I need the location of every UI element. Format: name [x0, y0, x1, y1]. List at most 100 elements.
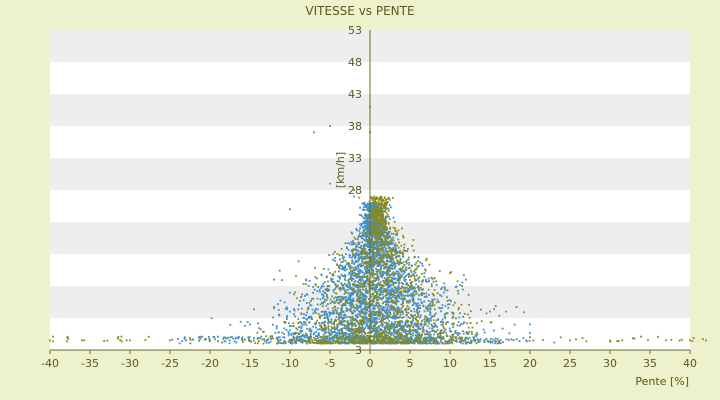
data-point [386, 259, 389, 262]
data-point [392, 247, 395, 249]
data-point [322, 290, 324, 293]
data-point [489, 338, 492, 340]
data-point [367, 339, 370, 342]
data-point [336, 324, 339, 327]
data-point [386, 326, 389, 328]
data-point [399, 260, 402, 263]
data-point [275, 325, 278, 328]
data-point [342, 324, 345, 326]
data-point [384, 201, 386, 204]
data-point [402, 326, 405, 329]
data-point [313, 342, 316, 344]
data-point [381, 325, 384, 328]
data-point [370, 295, 372, 298]
data-point [370, 243, 373, 245]
data-point [357, 330, 360, 332]
data-point [399, 267, 402, 270]
data-point [303, 316, 306, 319]
data-point [426, 325, 429, 328]
data-point [365, 290, 368, 293]
data-point [366, 235, 369, 237]
data-point [350, 266, 352, 269]
data-point [487, 340, 490, 343]
data-point [427, 339, 430, 342]
data-point [362, 316, 365, 319]
data-point [383, 231, 386, 234]
data-point [398, 279, 401, 281]
data-point [362, 295, 364, 298]
data-point [381, 272, 384, 274]
data-point [443, 291, 445, 294]
data-point [391, 250, 394, 252]
data-point [374, 341, 377, 344]
data-point [475, 335, 478, 338]
data-point [380, 208, 383, 211]
data-point [350, 274, 352, 277]
data-point [375, 323, 377, 325]
data-point [298, 336, 301, 338]
data-point [433, 294, 435, 297]
data-point [315, 342, 318, 344]
data-point [380, 201, 383, 204]
data-point [351, 341, 353, 343]
data-point [294, 333, 296, 335]
data-point [377, 296, 379, 299]
data-point [366, 203, 369, 206]
data-point [326, 293, 328, 296]
data-point [388, 341, 391, 344]
data-point [355, 275, 357, 278]
data-point [371, 256, 374, 258]
data-point [367, 229, 369, 232]
data-point [361, 321, 363, 324]
data-point [380, 220, 383, 222]
data-point [305, 314, 307, 316]
data-point [328, 311, 330, 314]
data-point [297, 318, 300, 320]
data-point [284, 321, 287, 323]
data-point [420, 293, 423, 295]
data-point [334, 328, 336, 331]
data-point [413, 290, 416, 292]
data-point [475, 342, 478, 345]
data-point [367, 270, 370, 273]
data-point [364, 272, 366, 275]
data-point [363, 268, 366, 270]
data-point [373, 200, 376, 203]
data-point [351, 260, 354, 262]
data-point [372, 324, 375, 327]
data-point [375, 258, 378, 261]
data-point [356, 281, 359, 284]
data-point [418, 276, 421, 279]
data-point [395, 315, 398, 318]
data-point [374, 215, 376, 217]
data-point [358, 235, 361, 238]
data-point [340, 332, 343, 335]
data-point [429, 337, 432, 340]
data-point [498, 314, 501, 317]
data-point [426, 339, 429, 342]
data-point [340, 304, 343, 307]
data-point [359, 227, 361, 230]
data-point [378, 339, 380, 341]
data-point [350, 335, 353, 337]
data-point [356, 316, 359, 319]
data-point [228, 342, 231, 345]
data-point [505, 310, 507, 313]
data-point [318, 315, 321, 318]
data-point [407, 267, 410, 270]
data-point [344, 279, 347, 282]
data-point [384, 210, 387, 213]
data-point [370, 276, 373, 279]
data-point [364, 232, 367, 235]
data-point [373, 227, 376, 229]
data-point [269, 340, 272, 343]
data-point [396, 329, 399, 331]
data-point [383, 309, 386, 312]
data-point [288, 310, 291, 313]
data-point [401, 252, 404, 255]
data-point [425, 323, 427, 325]
data-point [384, 341, 387, 344]
data-point [359, 251, 362, 254]
data-point [364, 235, 366, 237]
data-point [425, 292, 428, 295]
